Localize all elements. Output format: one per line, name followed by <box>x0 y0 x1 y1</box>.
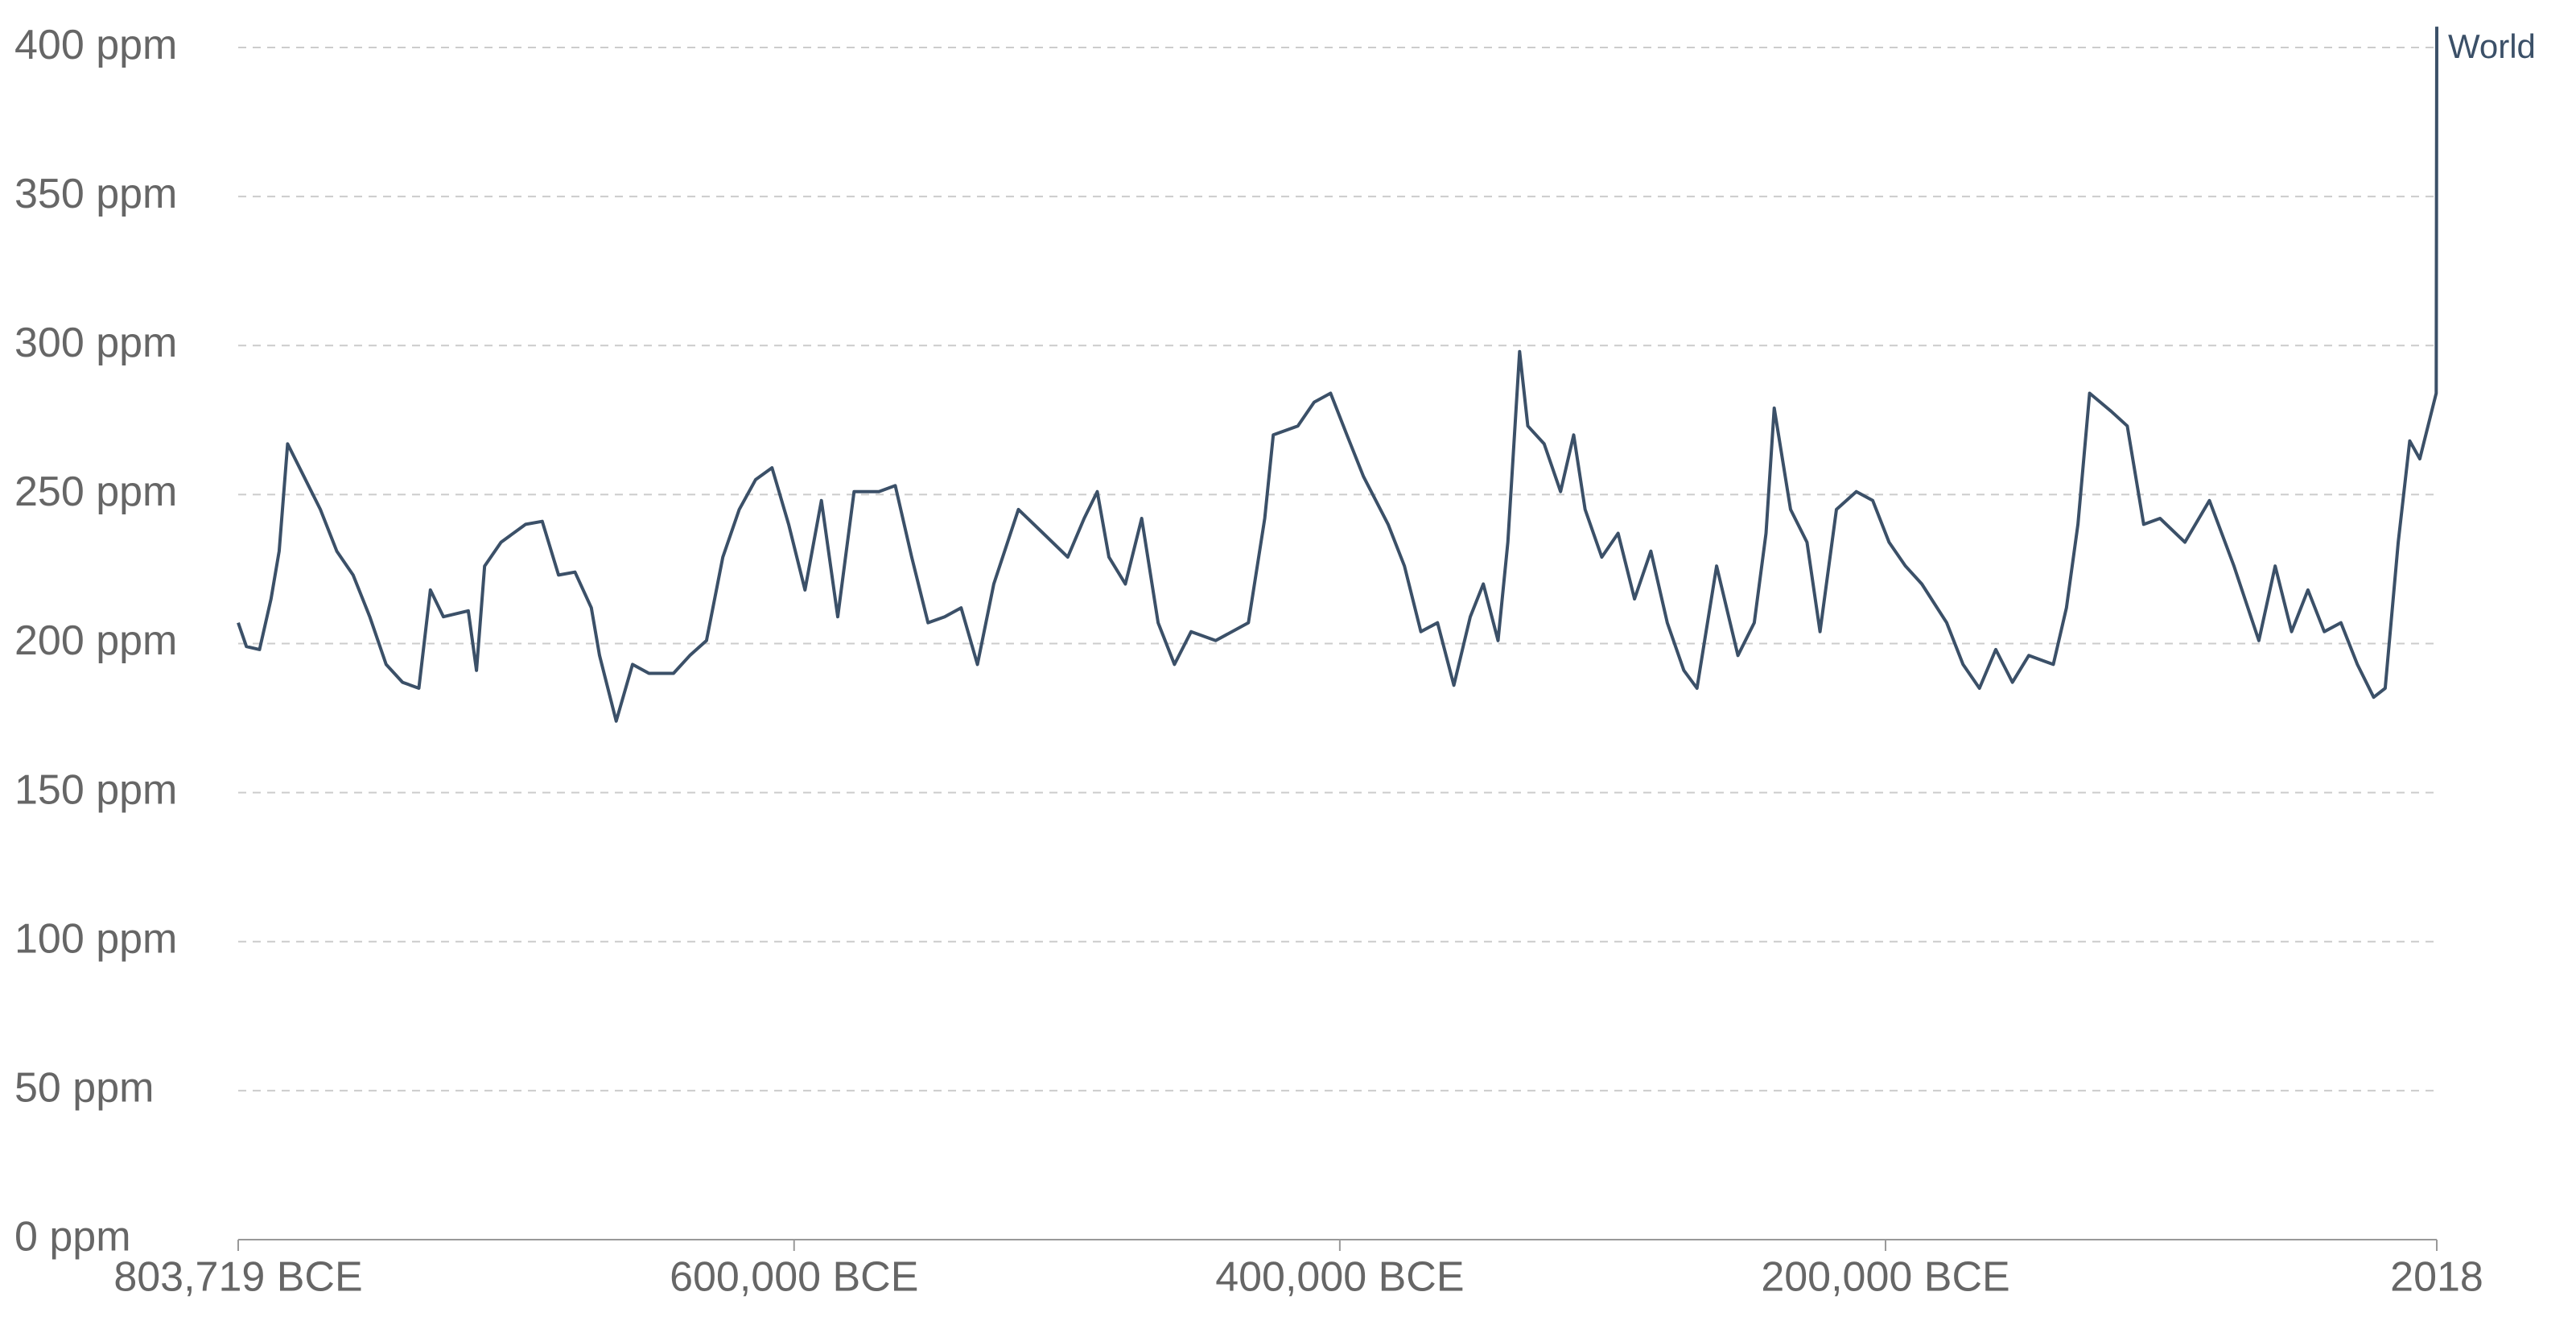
series-label: World <box>2448 27 2536 65</box>
y-tick-label: 350 ppm <box>14 171 177 217</box>
y-tick-label: 250 ppm <box>14 468 177 515</box>
y-tick-label: 150 ppm <box>14 766 177 813</box>
y-tick-label: 400 ppm <box>14 22 177 68</box>
x-tick-label: 400,000 BCE <box>1215 1254 1464 1301</box>
y-tick-label: 50 ppm <box>14 1065 154 1112</box>
y-tick-label: 300 ppm <box>14 320 177 366</box>
x-tick-label: 600,000 BCE <box>670 1254 918 1301</box>
x-tick-label: 2018 <box>2390 1254 2483 1301</box>
x-tick-label: 803,719 BCE <box>113 1254 362 1301</box>
y-tick-label: 100 ppm <box>14 915 177 962</box>
x-tick-label: 200,000 BCE <box>1761 1254 2009 1301</box>
y-tick-label: 200 ppm <box>14 617 177 664</box>
y-tick-label: 0 ppm <box>14 1214 131 1261</box>
line-series <box>237 27 2438 723</box>
